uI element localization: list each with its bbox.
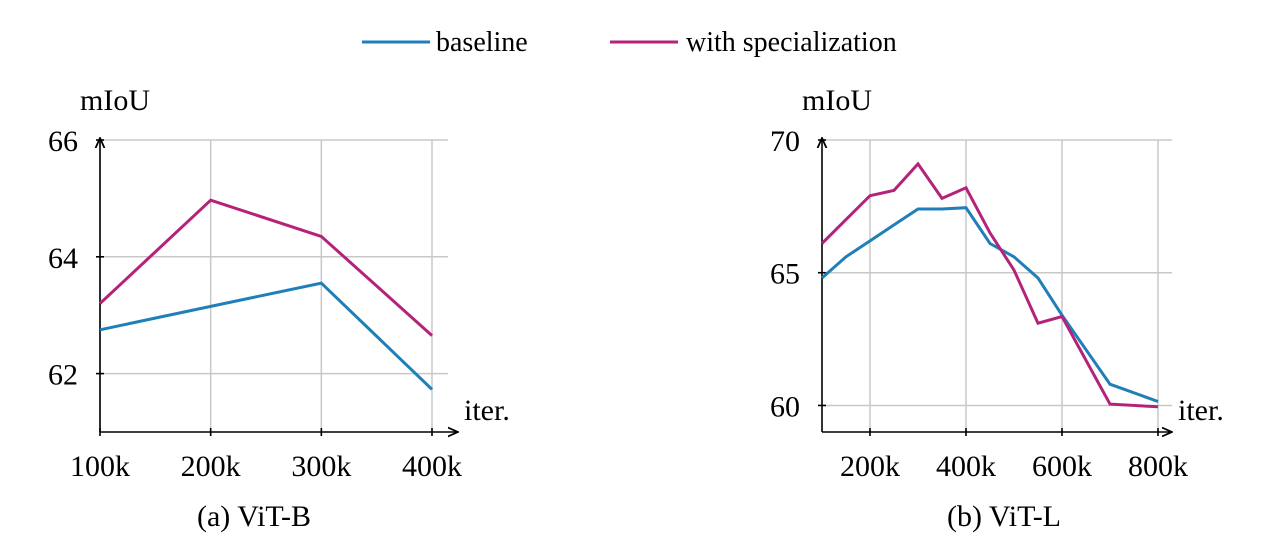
series-line-with-specialization <box>820 161 1159 409</box>
x-tick-label: 600k <box>1032 450 1092 483</box>
x-tick-label: 800k <box>1128 450 1188 483</box>
series-line-baseline <box>821 206 1159 403</box>
x-tick-label: 200k <box>840 450 900 483</box>
y-tick-label: 66 <box>48 125 78 158</box>
x-tick-label: 400k <box>402 450 462 483</box>
series-line-baseline <box>99 281 434 391</box>
y-tick-label: 62 <box>48 359 78 392</box>
y-tick-label: 65 <box>770 258 800 291</box>
series-line-with-specialization <box>98 198 434 337</box>
x-axis-label: iter. <box>464 394 510 427</box>
y-axis-label: mIoU <box>80 84 150 117</box>
chart-caption: (b) ViT-L <box>947 500 1061 533</box>
y-axis-label: mIoU <box>802 84 872 117</box>
y-tick-label: 70 <box>770 125 800 158</box>
x-tick-label: 100k <box>70 450 130 483</box>
legend-specialization-label: with specialization <box>686 27 897 58</box>
legend-baseline-label: baseline <box>436 27 528 58</box>
x-tick-label: 300k <box>291 450 351 483</box>
y-tick-label: 60 <box>770 390 800 423</box>
chart-caption: (a) ViT-B <box>197 500 311 533</box>
x-axis-label: iter. <box>1178 394 1224 427</box>
y-tick-label: 64 <box>48 242 78 275</box>
x-tick-label: 400k <box>936 450 996 483</box>
x-tick-label: 200k <box>181 450 241 483</box>
legend: baseline with specialization <box>362 27 897 58</box>
